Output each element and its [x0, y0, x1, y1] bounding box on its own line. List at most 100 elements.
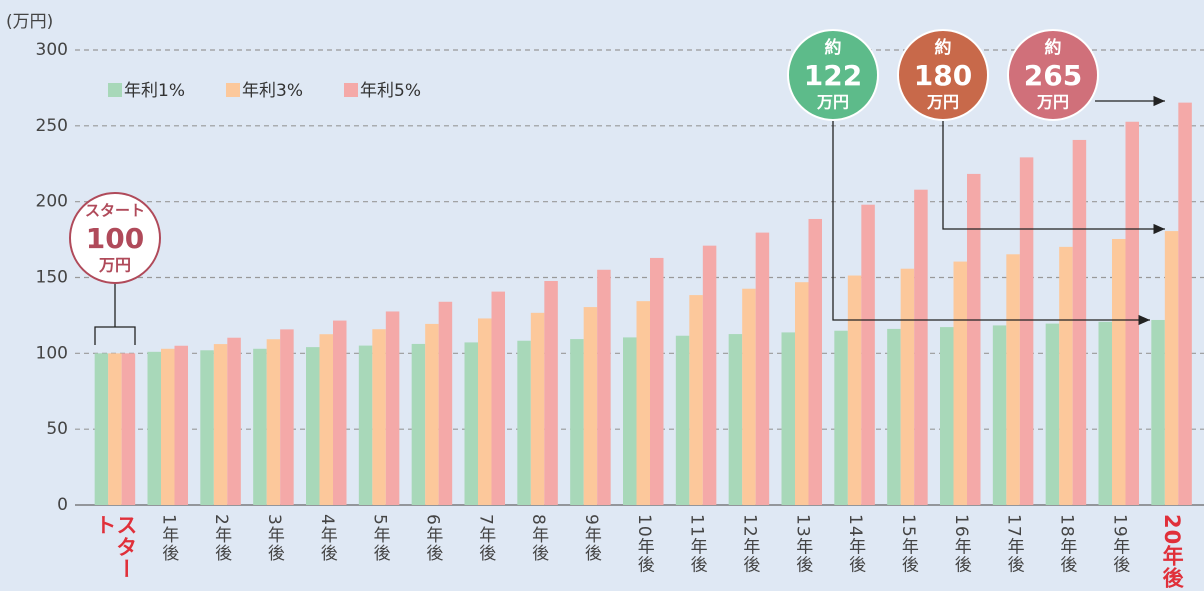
x-tick-label: 18年後 [1056, 514, 1077, 574]
bar [742, 288, 756, 505]
bar [689, 295, 703, 505]
bar [121, 353, 136, 505]
x-tick-label: 7年後 [475, 514, 496, 562]
bar [597, 269, 611, 505]
y-tick-label: 100 [36, 343, 68, 363]
bar [306, 347, 320, 505]
bar [280, 329, 294, 505]
bar [385, 311, 400, 505]
bar [781, 332, 795, 505]
bar [530, 312, 545, 505]
bar [478, 318, 492, 505]
x-tick-label: 10年後 [633, 514, 654, 574]
bar [570, 339, 584, 505]
bar [755, 232, 770, 505]
bar [636, 301, 650, 505]
x-tick-label: 14年後 [845, 514, 866, 574]
bar [1125, 121, 1139, 505]
bar [675, 335, 690, 505]
bar [253, 348, 267, 505]
bar [834, 330, 848, 505]
bar [464, 342, 478, 505]
bar [517, 340, 531, 505]
x-tick-label: 6年後 [422, 514, 443, 562]
annotation-text: 265 [1024, 59, 1082, 92]
bar [491, 291, 505, 505]
y-tick-label: 150 [36, 268, 68, 288]
y-axis-unit: (万円) [6, 12, 53, 32]
x-tick-label: 2年後 [211, 514, 232, 562]
bar [861, 204, 875, 505]
bar [1164, 231, 1179, 505]
bar [227, 337, 241, 505]
annotation-text: 万円 [926, 93, 959, 112]
bar [544, 280, 558, 505]
y-tick-label: 250 [36, 116, 68, 136]
legend-label: 年利5% [360, 81, 421, 101]
y-tick-label: 300 [36, 40, 68, 60]
bar [808, 218, 822, 505]
bar [147, 351, 161, 505]
x-tick-label: 12年後 [739, 514, 760, 574]
bar [847, 275, 862, 505]
annotation-text: スタート [85, 202, 145, 220]
legend-label: 年利3% [242, 81, 303, 101]
bar [583, 307, 598, 505]
bar [728, 334, 743, 505]
x-tick-label: 9年後 [580, 514, 601, 562]
legend-swatch [108, 83, 122, 97]
legend-swatch [344, 83, 358, 97]
bar [174, 345, 188, 505]
bar [438, 301, 453, 505]
legend-label: 年利1% [124, 81, 185, 101]
x-tick-label: 19年後 [1109, 514, 1130, 574]
x-tick-label: 8年後 [528, 514, 549, 562]
bar [1059, 246, 1073, 505]
x-tick-label: 13年後 [792, 514, 813, 574]
bar [108, 353, 122, 505]
bar [425, 323, 439, 505]
bar [1072, 139, 1087, 505]
annotation-text: 約 [825, 37, 842, 58]
annotation-text: 万円 [816, 93, 849, 112]
bar [319, 334, 333, 505]
bar [914, 189, 928, 505]
x-tick-label: 15年後 [897, 514, 918, 574]
bar [358, 345, 373, 505]
bar [1006, 254, 1020, 505]
annotation-text: 100 [86, 222, 144, 255]
bar [650, 257, 664, 505]
y-tick-label: 0 [57, 495, 68, 515]
annotation-bubble [69, 192, 161, 284]
x-tick-label: スタート [92, 514, 138, 580]
annotation-text: 180 [914, 59, 972, 92]
bar [992, 325, 1007, 505]
annotation-text: 約 [935, 37, 952, 58]
annotation-text: 122 [804, 59, 862, 92]
connector [94, 326, 136, 345]
bar [411, 343, 426, 505]
bar [967, 173, 981, 505]
x-tick-label: 5年後 [369, 514, 390, 562]
legend-swatch [226, 83, 240, 97]
x-tick-label: 3年後 [263, 514, 284, 562]
annotation-text: 万円 [1036, 93, 1069, 112]
x-tick-label: 20年後 [1160, 514, 1185, 590]
bar [372, 329, 386, 505]
annotation-text: 約 [1045, 37, 1062, 58]
bar [1112, 238, 1126, 505]
bar [795, 282, 809, 505]
bar [1098, 321, 1112, 505]
connector [942, 120, 1165, 235]
connector [832, 120, 1150, 326]
y-tick-label: 200 [36, 192, 68, 212]
bar [953, 261, 967, 505]
bar [94, 353, 109, 505]
bar [623, 337, 637, 505]
annotation-bubble [1007, 29, 1099, 121]
annotation-text: 万円 [98, 256, 131, 275]
bar [702, 245, 717, 505]
bar [900, 268, 915, 505]
